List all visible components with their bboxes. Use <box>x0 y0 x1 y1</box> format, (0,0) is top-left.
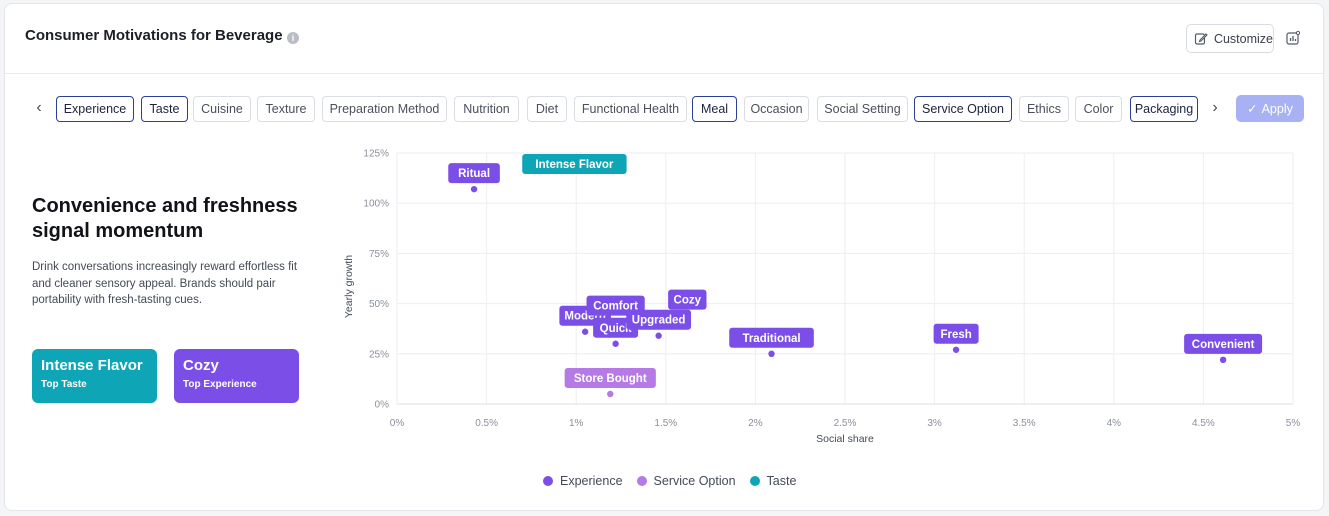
x-tick-label: 0.5% <box>475 418 498 429</box>
top-taste-name: Intense Flavor <box>41 357 143 374</box>
point-label-bg-cozy <box>668 289 707 310</box>
x-tick-label: 1% <box>569 418 584 429</box>
filter-chip-preparation-method[interactable]: Preparation Method <box>322 96 447 122</box>
x-tick-label: 3% <box>927 418 942 429</box>
y-tick-label: 0% <box>375 400 390 411</box>
x-tick-label: 4.5% <box>1192 418 1215 429</box>
insight-body: Drink conversations increasingly reward … <box>32 261 298 306</box>
x-tick-label: 2.5% <box>834 418 857 429</box>
filter-chip-diet[interactable]: Diet <box>527 96 567 122</box>
x-tick-label: 4% <box>1107 418 1122 429</box>
filter-chip-occasion[interactable]: Occasion <box>744 96 809 122</box>
chart-export-icon[interactable] <box>1285 30 1301 46</box>
point-label-quick: Quick <box>600 323 633 335</box>
y-tick-label: 100% <box>363 199 389 210</box>
top-experience-card: Cozy Top Experience <box>174 349 299 403</box>
filter-chip-experience[interactable]: Experience <box>56 96 134 122</box>
x-tick-label: 2% <box>748 418 763 429</box>
data-point-quick <box>612 340 619 347</box>
filter-chip-cuisine[interactable]: Cuisine <box>193 96 251 122</box>
top-experience-name: Cozy <box>183 357 219 374</box>
y-tick-label: 25% <box>369 349 389 360</box>
point-label-bg-upgraded <box>626 309 692 330</box>
legend-dot <box>749 476 760 486</box>
top-experience-subtitle: Top Experience <box>183 379 257 390</box>
data-point-fresh <box>952 346 960 353</box>
legend-item-experience[interactable]: Experience <box>543 474 623 488</box>
filter-chip-color[interactable]: Color <box>1075 96 1122 122</box>
filter-chip-service-option[interactable]: Service Option <box>914 96 1012 122</box>
filter-chip-ethics[interactable]: Ethics <box>1019 96 1069 122</box>
chevron-left-icon[interactable]: ‹ <box>36 99 42 116</box>
info-icon[interactable]: i <box>287 32 299 44</box>
x-tick-label: 0% <box>390 418 405 429</box>
point-label-bg-store-bought <box>564 367 656 388</box>
legend-label: Experience <box>560 474 623 488</box>
legend-item-taste[interactable]: Taste <box>749 474 797 488</box>
data-point-upgraded <box>655 332 662 339</box>
chart-card: Consumer Motivations for Beverage i Cust… <box>4 3 1324 511</box>
x-tick-label: 5% <box>1286 418 1301 429</box>
apply-label: Apply <box>1261 101 1293 116</box>
filter-chips-row: ‹ Experience Taste Cuisine Texture Preparati… <box>5 94 1323 124</box>
legend-dot <box>543 476 553 486</box>
customize-button[interactable]: Customize <box>1186 24 1274 53</box>
edit-icon <box>1194 32 1208 45</box>
filter-chip-taste[interactable]: Taste <box>141 96 188 122</box>
chevron-right-icon[interactable]: › <box>1212 99 1218 116</box>
legend-item-service-option[interactable]: Service Option <box>636 474 736 488</box>
filter-chip-nutrition[interactable]: Nutrition <box>454 96 519 122</box>
customize-label: Customize <box>1213 31 1273 46</box>
y-tick-label: 125% <box>363 149 389 160</box>
filter-chip-texture[interactable]: Texture <box>257 96 315 122</box>
point-label-comfort: Comfort <box>593 301 638 313</box>
data-point-traditional <box>768 350 775 357</box>
point-label-bg-traditional <box>729 327 814 348</box>
x-axis-label: Social share <box>816 433 874 445</box>
page-title: Consumer Motivations for Beverage <box>25 27 283 44</box>
point-label-ritual: Ritual <box>458 168 490 180</box>
y-tick-label: 50% <box>369 299 389 310</box>
point-label-upgraded: Upgraded <box>632 315 686 327</box>
legend-label: Service Option <box>653 474 736 488</box>
point-label-store-bought: Store Bought <box>574 373 647 385</box>
top-taste-card: Intense Flavor Top Taste <box>32 349 157 403</box>
y-axis-label: Yearly growth <box>343 255 355 318</box>
x-tick-label: 1.5% <box>654 418 677 429</box>
legend-dot <box>636 476 647 486</box>
data-point-convenient <box>1219 356 1227 364</box>
check-icon: ✓ <box>1247 102 1258 116</box>
data-point-store-bought <box>607 390 614 398</box>
scatter-chart: 0% 0.5% 1% 1.5% 2% 2.5% 3% 3.5% 4% 4.5% 5% 0% 25% 50%… <box>343 149 1301 446</box>
filter-chip-packaging[interactable]: Packaging <box>1130 96 1198 122</box>
card-header: Consumer Motivations for Beverage i Cust… <box>5 4 1323 74</box>
x-tick-label: 3.5% <box>1013 418 1036 429</box>
point-label-cozy: Cozy <box>674 295 702 307</box>
data-point-modern <box>581 328 589 335</box>
filter-chip-social-setting[interactable]: Social Setting <box>817 96 908 122</box>
filter-chip-meal[interactable]: Meal <box>692 96 737 122</box>
point-label-fresh: Fresh <box>940 329 971 341</box>
legend-label: Taste <box>766 474 797 488</box>
data-point-ritual <box>470 185 478 193</box>
top-taste-subtitle: Top Taste <box>41 379 87 390</box>
chart-legend: Experience Service Option Taste <box>543 474 796 488</box>
point-label-convenient: Convenient <box>1192 339 1255 351</box>
point-label-intense-flavor: Intense Flavor <box>535 159 613 171</box>
point-label-bg-ritual <box>448 163 500 184</box>
point-label-bg-convenient <box>1184 333 1263 354</box>
apply-button[interactable]: ✓ Apply <box>1236 95 1304 122</box>
y-tick-label: 75% <box>369 249 389 260</box>
point-label-bg-fresh <box>933 323 979 344</box>
point-label-traditional: Traditional <box>742 333 800 345</box>
point-label-bg-intense-flavor <box>522 154 627 174</box>
filter-chip-functional-health[interactable]: Functional Health <box>574 96 687 122</box>
insight-title: Convenience and freshness signal momentu… <box>32 195 298 242</box>
